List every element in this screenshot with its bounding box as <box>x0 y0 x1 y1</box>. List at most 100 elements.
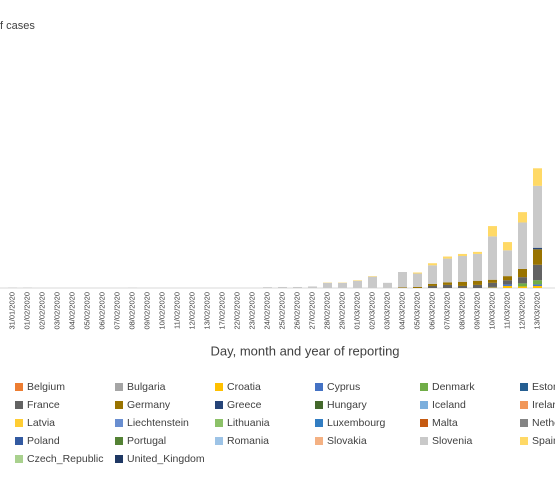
legend-label: Germany <box>127 399 171 411</box>
x-tick-label: 28/02/2020 <box>322 292 331 330</box>
legend-label: Denmark <box>432 381 475 393</box>
x-tick-label: 17/02/2020 <box>217 292 226 330</box>
bar-segment <box>443 256 452 259</box>
legend-swatch <box>520 437 528 445</box>
bar-segment <box>428 283 437 286</box>
legend-label: Luxembourg <box>327 417 386 429</box>
bar-segment <box>533 280 542 285</box>
bar-segment <box>488 287 497 288</box>
legend-swatch <box>315 437 323 445</box>
legend-swatch <box>215 419 223 427</box>
legend-label: Greece <box>227 399 262 411</box>
legend-label: Slovenia <box>432 435 472 447</box>
legend-swatch <box>115 419 123 427</box>
x-tick-label: 12/02/2020 <box>187 292 196 330</box>
bar-segment <box>443 284 452 288</box>
legend-swatch <box>115 383 123 391</box>
bar-segment <box>503 285 512 288</box>
legend-swatch <box>520 419 528 427</box>
legend-label: United_Kingdom <box>127 453 205 465</box>
x-tick-label: 29/02/2020 <box>337 292 346 330</box>
legend-label: France <box>27 399 60 411</box>
bar-segment <box>488 236 497 280</box>
legend-swatch <box>15 401 23 409</box>
x-tick-label: 25/02/2020 <box>277 292 286 330</box>
x-tick-label: 10/03/2020 <box>487 292 496 330</box>
bar-segment <box>518 286 527 288</box>
bar-segment <box>398 272 407 288</box>
bar-segment <box>488 279 497 283</box>
x-axis-title: Day, month and year of reporting <box>210 343 399 358</box>
bar-segment <box>518 283 527 287</box>
bar-segment <box>518 222 527 269</box>
bar-segment <box>383 282 392 288</box>
bar-segment <box>533 264 542 281</box>
x-tick-label: 13/02/2020 <box>202 292 211 330</box>
legend-label: Malta <box>432 417 458 429</box>
x-tick-label: 07/02/2020 <box>112 292 121 330</box>
bar-segment <box>353 280 362 281</box>
x-tick-label: 11/03/2020 <box>502 292 511 329</box>
legend-swatch <box>420 437 428 445</box>
bar-segment <box>458 285 467 288</box>
legend-label: Hungary <box>327 399 367 411</box>
legend-label: Czech_Republic <box>27 453 103 465</box>
bar-segment <box>428 265 437 284</box>
legend-swatch <box>115 437 123 445</box>
bar-segment <box>8 287 17 288</box>
bar-segment <box>458 281 467 286</box>
x-tick-label: 10/02/2020 <box>157 292 166 330</box>
bar-segment <box>533 185 542 248</box>
bar-segment <box>413 286 422 288</box>
legend-swatch <box>420 383 428 391</box>
legend-label: Bulgaria <box>127 381 166 393</box>
bar-segment <box>323 282 332 288</box>
legend-label: Lithuania <box>227 417 270 429</box>
x-tick-label: 22/02/2020 <box>232 292 241 330</box>
x-tick-label: 27/02/2020 <box>307 292 316 330</box>
bar-segment <box>503 280 512 285</box>
legend-swatch <box>315 419 323 427</box>
legend-swatch <box>215 437 223 445</box>
legend-label: Spain <box>532 435 555 447</box>
legend-swatch <box>115 401 123 409</box>
x-tick-label: 09/02/2020 <box>142 292 151 330</box>
legend-label: Iceland <box>432 399 466 411</box>
x-tick-label: 05/03/2020 <box>412 292 421 330</box>
legend-label: Slovakia <box>327 435 367 447</box>
bar-segment <box>293 286 302 288</box>
bar-segment <box>503 276 512 281</box>
legend-label: Liechtenstein <box>127 417 189 429</box>
legend-swatch <box>420 419 428 427</box>
legend-swatch <box>115 455 123 463</box>
x-tick-label: 01/02/2020 <box>22 292 31 330</box>
bar-segment <box>353 280 362 288</box>
legend-label: Cyprus <box>327 381 360 393</box>
x-tick-label: 03/03/2020 <box>382 292 391 330</box>
bar-segment <box>503 284 512 286</box>
x-tick-label: 31/01/2020 <box>7 292 16 330</box>
legend-swatch <box>15 383 23 391</box>
bar-segment <box>503 250 512 277</box>
bar-segment <box>458 256 467 282</box>
bar-segment <box>278 286 287 288</box>
x-tick-label: 13/03/2020 <box>532 292 541 330</box>
legend-swatch <box>15 419 23 427</box>
bar-segment <box>368 276 377 288</box>
bar-segment <box>413 273 422 287</box>
bar-segment <box>23 287 32 288</box>
bar-segment <box>413 272 422 274</box>
x-tick-label: 02/03/2020 <box>367 292 376 330</box>
legend-swatch <box>215 383 223 391</box>
bar-segment <box>488 226 497 237</box>
bar-segment <box>533 249 542 265</box>
bar-segment <box>428 285 437 288</box>
x-tick-label: 06/03/2020 <box>427 292 436 330</box>
x-tick-label: 26/02/2020 <box>292 292 301 330</box>
bar-segment <box>518 277 527 284</box>
x-tick-label: 01/03/2020 <box>352 292 361 330</box>
bar-segment <box>473 284 482 288</box>
x-tick-label: 09/03/2020 <box>472 292 481 330</box>
y-axis-title: f cases <box>0 20 35 32</box>
x-tick-label: 04/02/2020 <box>67 292 76 330</box>
